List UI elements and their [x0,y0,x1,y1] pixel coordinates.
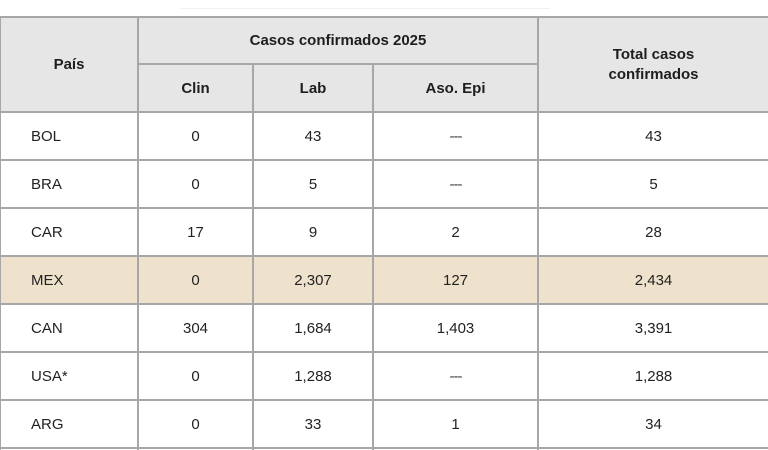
epi-cell: 1 [371,399,540,449]
clin-cell: 0 [137,399,254,449]
cropped-cell [371,447,540,450]
epi-cell: 127 [371,255,540,305]
lab-cell: 5 [252,159,374,209]
total-cell: 2,434 [537,255,768,305]
lab-header: Lab [252,63,374,113]
country-cell: CAR [0,207,139,257]
country-cell: MEX [0,255,139,305]
country-cell: ARG [0,399,139,449]
country-cell: CAN [0,303,139,353]
cropped-cell [0,447,139,450]
confirmed-cases-table: País Casos confirmados 2025 Total casos … [0,16,768,450]
epi-cell: 1,403 [371,303,540,353]
table-row: ARG 0 33 1 34 [0,399,768,449]
cropped-caption-remnant [180,0,550,9]
country-cell: BRA [0,159,139,209]
epi-cell: --- [371,351,540,401]
epi-cell: 2 [371,207,540,257]
lab-cell: 2,307 [252,255,374,305]
lab-cell: 33 [252,399,374,449]
confirmed-2025-group-header: Casos confirmados 2025 [136,16,540,65]
cropped-cell [137,447,254,450]
clin-header: Clin [137,63,254,113]
total-cell: 1,288 [537,351,768,401]
total-cell: 34 [537,399,768,449]
clin-cell: 0 [137,351,254,401]
table-row-highlighted: MEX 0 2,307 127 2,434 [0,255,768,305]
total-cell: 43 [537,111,768,161]
epi-header: Aso. Epi [371,63,540,113]
table-row: CAR 17 9 2 28 [0,207,768,257]
table-row: BRA 0 5 --- 5 [0,159,768,209]
total-confirmed-header-label: Total casos confirmados [608,45,699,83]
lab-cell: 1,684 [252,303,374,353]
total-cell: 5 [537,159,768,209]
table-row-cropped [0,447,768,450]
epi-cell: --- [371,159,540,209]
total-cell: 3,391 [537,303,768,353]
epi-cell: --- [371,111,540,161]
total-confirmed-header: Total casos confirmados [537,16,768,113]
country-cell: USA* [0,351,139,401]
clin-cell: 0 [137,159,254,209]
lab-cell: 1,288 [252,351,374,401]
lab-cell: 9 [252,207,374,257]
clin-cell: 0 [137,255,254,305]
clin-cell: 0 [137,111,254,161]
cropped-cell [252,447,374,450]
clin-cell: 304 [137,303,254,353]
clin-cell: 17 [137,207,254,257]
table-row: BOL 0 43 --- 43 [0,111,768,161]
table-row: CAN 304 1,684 1,403 3,391 [0,303,768,353]
total-cell: 28 [537,207,768,257]
header-row-top: País Casos confirmados 2025 Total casos … [0,16,768,113]
country-header: País [0,16,139,113]
table-row: USA* 0 1,288 --- 1,288 [0,351,768,401]
country-cell: BOL [0,111,139,161]
header-row-sub: Clin Lab Aso. Epi [0,63,768,113]
lab-cell: 43 [252,111,374,161]
